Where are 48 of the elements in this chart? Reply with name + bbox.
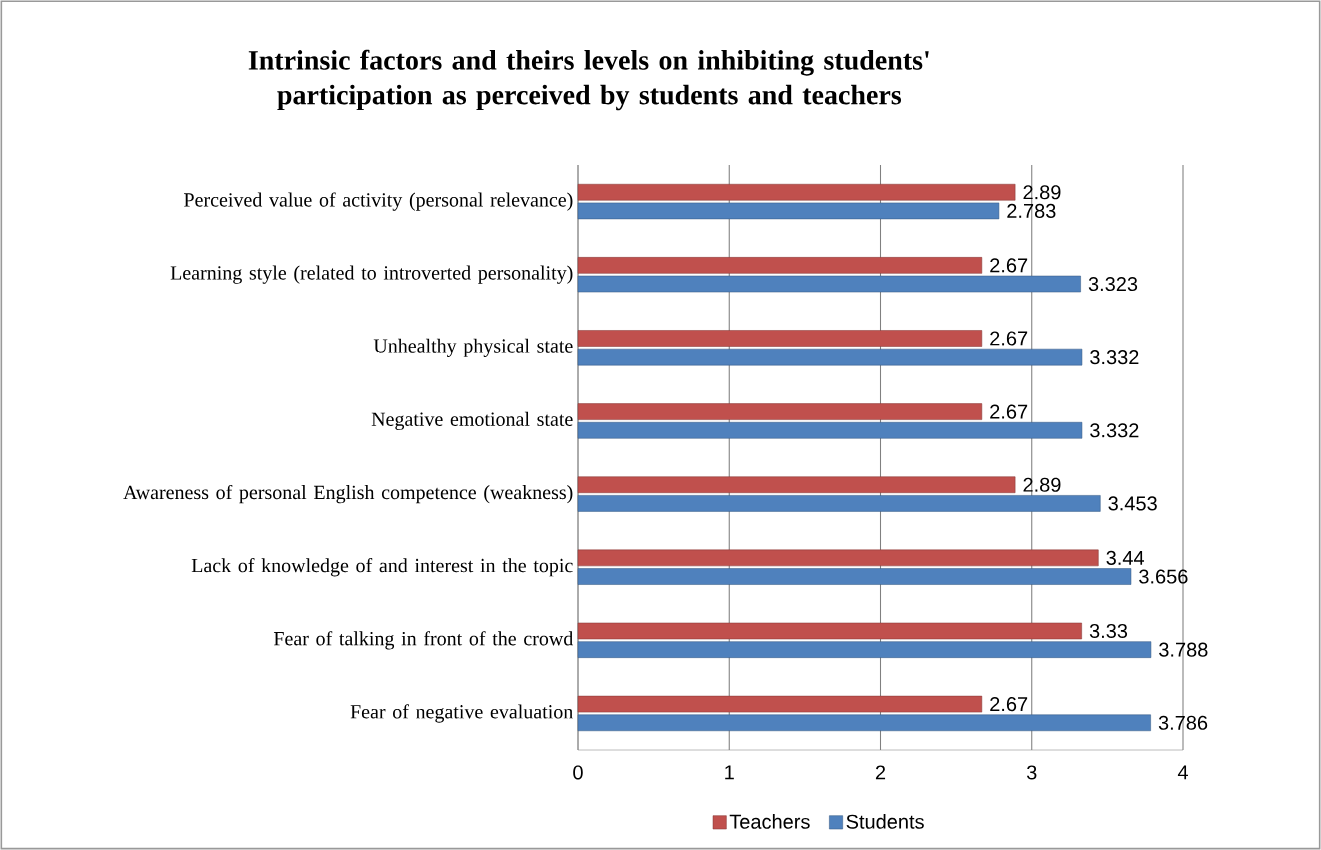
data-label: 3.788 [1159,642,1208,657]
x-tick-label: 3 [1026,765,1037,780]
bar [577,495,1101,512]
data-label: 2.67 [990,404,1028,419]
bar [577,348,1083,366]
bar [577,422,1083,439]
data-label: 3.656 [1139,569,1188,584]
y-tick-label: Negative emotional state [371,411,573,431]
bar [577,257,983,274]
data-label: 3.786 [1158,715,1208,730]
y-tick-label: Learning style (related to introverted personality) [170,265,573,284]
data-label: 3.332 [1090,350,1139,365]
y-tick-label: Lack of knowledge of and interest in the topic [191,558,573,577]
data-label: 3.323 [1088,276,1138,292]
bar [577,403,983,420]
chart-title: Intrinsic factors and theirs levels on inhibiting students' participation as perceived by students and teachers [248,49,929,111]
data-label: 2.67 [990,331,1028,346]
data-label: 3.453 [1108,496,1157,511]
data-label: 3.332 [1090,423,1139,438]
bar [577,183,1016,201]
bar [577,568,1132,585]
bar [577,330,983,347]
data-label: 2.67 [990,258,1028,273]
y-tick-label: Fear of talking in front of the crowd [273,631,574,650]
bar [577,202,1000,220]
bar [577,714,1151,732]
x-tick-label: 2 [875,765,886,780]
bar [577,622,1082,640]
bar [577,695,983,713]
x-tick-label: 0 [573,765,583,780]
x-tick-label: 4 [1177,765,1188,780]
data-label: 3.33 [1089,623,1128,639]
legend-label: Students [846,814,924,829]
x-tick-label: 1 [725,765,734,780]
bar [577,275,1081,293]
data-label: 2.89 [1023,477,1061,492]
y-tick-label: Perceived value of activity (personal relevance) [184,192,573,211]
bar [577,476,1016,494]
y-tick-label: Unhealthy physical state [373,338,573,357]
data-label: 2.783 [1007,203,1056,218]
bar [577,549,1099,567]
data-label: 2.67 [990,697,1028,712]
y-tick-label: Awareness of personal English competence (weakness) [123,484,573,504]
data-label: 2.89 [1023,185,1061,200]
legend-label: Teachers [729,814,810,829]
y-tick-label: Fear of negative evaluation [350,704,574,723]
data-label: 3.44 [1106,550,1145,565]
bar [577,641,1152,658]
